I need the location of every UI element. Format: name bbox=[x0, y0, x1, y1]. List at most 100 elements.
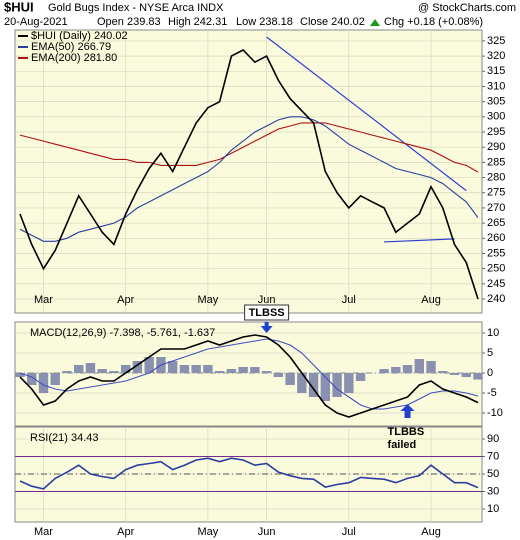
histogram-bar bbox=[74, 365, 84, 373]
y-tick-label: 255 bbox=[487, 247, 505, 259]
histogram-bar bbox=[285, 373, 295, 385]
histogram-bar bbox=[27, 373, 37, 385]
y-tick-label: 320 bbox=[487, 50, 505, 62]
symbol: $HUI bbox=[4, 0, 34, 14]
y-tick-label: 240 bbox=[487, 293, 505, 305]
x-tick-label: Apr bbox=[117, 526, 134, 538]
x-tick-label: Mar bbox=[34, 294, 53, 306]
x-tick-label: Jul bbox=[342, 526, 356, 538]
y-tick-label: 10 bbox=[487, 503, 499, 515]
histogram-bar bbox=[379, 369, 389, 373]
annotation-arrow bbox=[400, 404, 415, 418]
x-tick-label: Mar bbox=[34, 526, 53, 538]
y-tick-label: 70 bbox=[487, 450, 499, 462]
series-line bbox=[19, 457, 479, 490]
histogram-bar bbox=[144, 357, 154, 373]
histogram-bar bbox=[38, 373, 49, 393]
histogram-bar bbox=[214, 371, 225, 373]
x-tick-label: Jul bbox=[342, 294, 356, 306]
series-line bbox=[19, 338, 479, 410]
price-panel bbox=[14, 29, 483, 314]
annotation: TLBSS bbox=[249, 307, 285, 319]
series-line bbox=[19, 334, 479, 418]
histogram-bar bbox=[473, 373, 483, 380]
histogram-bar bbox=[461, 373, 471, 377]
histogram-bar bbox=[414, 359, 424, 373]
close: Close 240.02 bbox=[300, 16, 365, 28]
y-tick-label: 315 bbox=[487, 65, 505, 77]
histogram-bar bbox=[238, 367, 248, 373]
date: 20-Aug-2021 bbox=[4, 16, 68, 28]
x-tick-label: May bbox=[198, 526, 219, 538]
histogram-bar bbox=[97, 369, 107, 373]
change: Chg +0.18 (+0.08%) bbox=[384, 16, 483, 28]
trendline bbox=[266, 36, 467, 192]
histogram-bar bbox=[132, 361, 143, 373]
high: High 242.31 bbox=[168, 16, 227, 28]
x-tick-label: Aug bbox=[421, 526, 441, 538]
y-tick-label: 275 bbox=[487, 187, 505, 199]
annotation: TLBBS bbox=[388, 426, 425, 438]
histogram-bar bbox=[355, 373, 366, 381]
open: Open 239.83 bbox=[97, 16, 161, 28]
annotation-arrow bbox=[260, 322, 273, 333]
y-tick-label: 245 bbox=[487, 278, 505, 290]
y-tick-label: 310 bbox=[487, 80, 505, 92]
y-tick-label: 270 bbox=[487, 202, 505, 214]
histogram-bar bbox=[438, 371, 448, 373]
histogram-bar bbox=[50, 373, 60, 385]
histogram-bar bbox=[179, 365, 190, 373]
histogram-bar bbox=[273, 373, 284, 377]
series-line bbox=[19, 116, 479, 242]
y-tick-label: 0 bbox=[487, 367, 493, 379]
up-arrow bbox=[370, 19, 380, 26]
x-tick-label: Apr bbox=[117, 294, 134, 306]
histogram-bar bbox=[191, 365, 201, 373]
annotation: failed bbox=[388, 439, 417, 451]
x-tick-label: Jun bbox=[258, 294, 276, 306]
histogram-bar bbox=[261, 371, 272, 373]
histogram-bar bbox=[109, 371, 119, 373]
legend-label: EMA(200) 281.80 bbox=[31, 52, 117, 64]
histogram-bar bbox=[449, 373, 460, 375]
histogram-bar bbox=[332, 373, 342, 397]
histogram-bar bbox=[391, 367, 401, 373]
histogram-bar bbox=[320, 373, 331, 401]
histogram-bar bbox=[344, 373, 354, 393]
y-tick-label: 285 bbox=[487, 156, 505, 168]
histogram-bar bbox=[226, 369, 237, 373]
histogram-bar bbox=[120, 365, 131, 373]
y-tick-label: 5 bbox=[487, 347, 493, 359]
x-tick-label: Jun bbox=[258, 526, 276, 538]
annotation-box bbox=[244, 304, 290, 321]
y-tick-label: 305 bbox=[487, 96, 505, 108]
index-name: Gold Bugs Index - NYSE Arca INDX bbox=[48, 2, 224, 14]
histogram-bar bbox=[250, 367, 260, 373]
legend-label: EMA(50) 266.79 bbox=[31, 41, 111, 53]
histogram-bar bbox=[62, 371, 72, 373]
y-tick-label: 280 bbox=[487, 171, 505, 183]
y-tick-label: 260 bbox=[487, 232, 505, 244]
histogram-bar bbox=[402, 365, 413, 373]
y-tick-label: 295 bbox=[487, 126, 505, 138]
series-line bbox=[19, 49, 479, 300]
y-tick-label: 290 bbox=[487, 141, 505, 153]
histogram-bar bbox=[167, 361, 178, 373]
x-tick-label: Aug bbox=[421, 294, 441, 306]
source: @ StockCharts.com bbox=[418, 2, 516, 14]
y-tick-label: 50 bbox=[487, 468, 499, 480]
histogram-bar bbox=[15, 373, 25, 377]
histogram-bar bbox=[297, 373, 307, 393]
panel-legend: MACD(12,26,9) -7.398, -5.761, -1.637 bbox=[30, 327, 215, 339]
low: Low 238.18 bbox=[236, 16, 293, 28]
histogram-bar bbox=[85, 363, 96, 373]
y-tick-label: 325 bbox=[487, 35, 505, 47]
y-tick-label: 30 bbox=[487, 485, 499, 497]
histogram-bar bbox=[308, 373, 319, 397]
y-tick-label: 265 bbox=[487, 217, 505, 229]
y-tick-label: 250 bbox=[487, 263, 505, 275]
y-tick-label: -5 bbox=[487, 387, 497, 399]
legend-label: $HUI (Daily) 240.02 bbox=[31, 30, 128, 42]
